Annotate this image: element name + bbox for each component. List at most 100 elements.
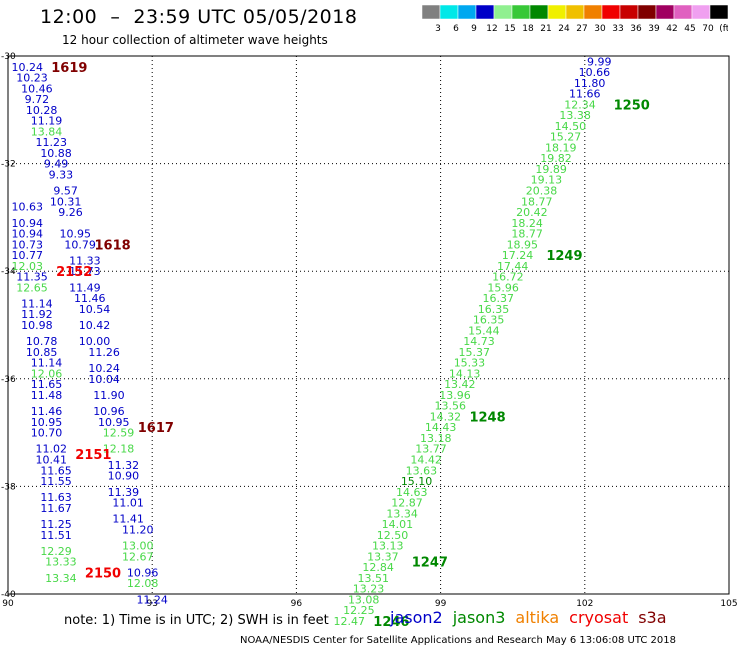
y-tick-label: -32 [1,160,16,170]
wave-height-point: 20.38 [526,185,558,198]
scale-label-15: 70 [702,24,714,34]
wave-height-point: 20.42 [516,206,548,219]
pass-time-label: 1249 [546,249,582,264]
wave-height-point: 13.42 [444,378,476,391]
pass-time-label: 1619 [51,61,87,76]
wave-height-point: 12.87 [391,497,423,510]
wave-height-point: 11.49 [69,281,101,294]
wave-height-point: 10.63 [11,201,43,214]
wave-height-point: 11.66 [569,88,601,101]
wave-height-point: 13.63 [406,464,438,477]
wave-height-point: 13.33 [45,556,77,569]
scale-label-0: 3 [435,24,441,34]
scale-label-8: 27 [576,24,587,34]
wave-height-point: 15.44 [468,324,500,337]
scale-label-5: 18 [522,24,534,34]
wave-height-point: 9.33 [49,168,74,181]
wave-height-point: 12.18 [103,443,135,456]
wave-height-point: 11.67 [40,502,72,515]
y-tick-label: -36 [1,375,16,385]
x-tick-label: 102 [576,599,593,609]
wave-height-point: 11.14 [21,297,53,310]
wave-height-point: 13.37 [367,550,399,563]
wave-height-point: 12.06 [31,367,63,380]
y-tick-label: -30 [1,52,16,62]
wave-height-point: 13.13 [372,540,404,553]
y-tick-label: -34 [1,267,16,277]
wave-height-point: 11.65 [31,378,63,391]
wave-height-point: 14.73 [463,335,495,348]
wave-height-point: 9.72 [25,93,50,106]
wave-height-point: 10.23 [16,72,48,85]
scale-label-14: 45 [684,24,695,34]
scale-label-6: 21 [540,24,551,34]
wave-height-point: 13.51 [358,572,390,585]
scale-label-10: 33 [612,24,623,34]
y-tick-label: -38 [1,482,16,492]
scale-label-11: 36 [630,24,642,34]
wave-height-point: 17.24 [502,249,534,262]
wave-height-point: 16.35 [473,314,505,327]
wave-height-point: 11.92 [21,308,53,321]
wave-height-point: 10.28 [26,104,58,117]
wave-height-point: 10.70 [31,427,63,440]
wave-height-point: 10.79 [64,238,96,251]
wave-height-point: 10.96 [127,566,159,579]
plot-frame [7,55,730,595]
wave-height-point: 18.77 [521,195,553,208]
wave-height-point: 11.20 [122,523,154,536]
wave-height-point: 10.94 [11,217,43,230]
wave-height-point: 10.95 [60,228,92,241]
wave-height-point: 15.96 [487,281,519,294]
wave-height-point: 12.84 [362,561,394,574]
wave-height-point: 12.47 [334,615,366,628]
wave-height-point: 10.95 [98,416,130,429]
wave-height-point: 9.99 [587,55,612,68]
chart-subtitle: 12 hour collection of altimeter wave hei… [62,33,328,47]
wave-height-point: 13.77 [415,443,447,456]
wave-height-point: 11.80 [574,77,606,90]
wave-height-point: 15.10 [401,475,433,488]
wave-height-point: 10.95 [31,416,63,429]
scale-label-9: 30 [594,24,606,34]
wave-height-point: 10.42 [79,319,111,332]
wave-height-point: 10.46 [21,82,53,95]
wave-height-point: 13.96 [439,389,471,402]
wave-height-point: 11.48 [31,389,63,402]
wave-height-point: 11.51 [40,529,72,542]
scale-label-7: 24 [558,24,570,34]
wave-height-point: 10.66 [579,66,611,79]
y-tick-label: -40 [1,590,16,600]
wave-height-point: 11.19 [31,115,63,128]
wave-height-point: 10.96 [93,405,125,418]
wave-height-point: 11.25 [40,518,72,531]
wave-height-point: 11.02 [36,443,68,456]
x-tick-label: 105 [720,599,737,609]
wave-height-point: 18.77 [511,228,543,241]
wave-height-point: 10.24 [11,61,43,74]
wave-height-point: 10.04 [88,373,120,386]
scale-label-4: 15 [504,24,515,34]
wave-height-point: 13.38 [559,109,591,122]
x-tick-label: 96 [291,599,303,609]
wave-height-point: 16.72 [492,271,524,284]
pass-time-label: 1617 [138,421,174,436]
wave-height-point: 11.65 [40,464,72,477]
wave-height-point: 13.56 [434,400,466,413]
wave-height-point: 14.13 [449,367,481,380]
wave-height-point: 9.49 [44,158,69,171]
x-tick-label: 90 [2,599,14,609]
wave-height-point: 13.18 [420,432,452,445]
wave-height-point: 12.25 [343,604,375,617]
wave-height-point: 9.57 [53,185,78,198]
wave-height-point: 13.00 [122,540,154,553]
pass-time-label: 2151 [75,448,111,463]
wave-height-point: 13.34 [386,507,418,520]
wave-height-point: 10.41 [36,454,68,467]
wave-height-point: 11.14 [31,357,63,370]
wave-height-point: 15.37 [458,346,490,359]
scale-label-12: 39 [648,24,660,34]
wave-height-point: 14.43 [425,421,457,434]
